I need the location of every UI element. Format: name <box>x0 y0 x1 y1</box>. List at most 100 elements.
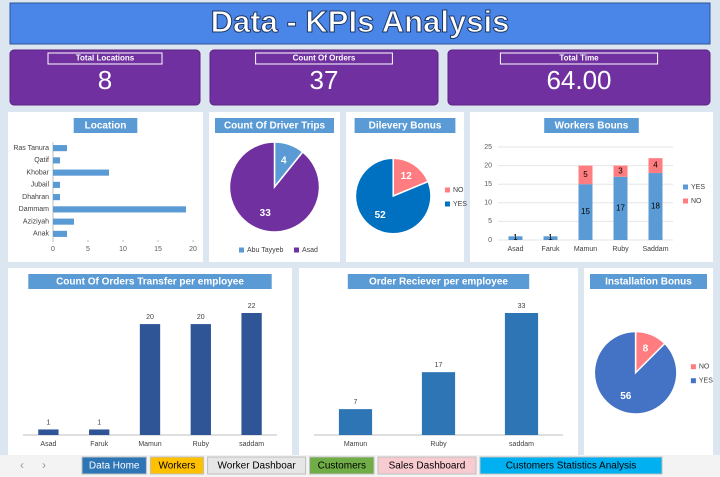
chart-title: Location <box>85 121 127 132</box>
y-tick-label: Aziziyah <box>23 218 49 225</box>
chart-title: Count Of Orders Transfer per employee <box>56 277 244 288</box>
bar-segment <box>578 165 593 185</box>
chart-title: Installation Bonus <box>605 277 692 288</box>
bar-segment <box>508 236 523 240</box>
x-tick-label: Asad <box>508 246 524 253</box>
legend-label: YES <box>691 184 705 191</box>
sheet-tab-label[interactable]: Worker Dashboar <box>218 461 297 472</box>
x-tick-label: Ruby <box>612 246 629 253</box>
bar-segment <box>613 165 628 177</box>
legend-label: Asad <box>302 247 318 254</box>
legend-swatch <box>294 247 299 253</box>
legend-label: NO <box>699 364 710 371</box>
chart-title-box <box>28 274 272 289</box>
legend-swatch <box>444 187 450 193</box>
sheet-tab-label[interactable]: Sales Dashboard <box>389 461 466 472</box>
chart-title-box <box>544 118 639 133</box>
x-tick-label: 15 <box>154 246 162 253</box>
chart-panel <box>8 112 203 262</box>
bar <box>241 313 262 435</box>
tab-next[interactable]: › <box>42 458 46 472</box>
legend-label: NO <box>691 198 702 205</box>
sheet-tab[interactable] <box>149 456 205 475</box>
y-tick-label: 20 <box>484 162 492 169</box>
bar <box>53 206 186 213</box>
header-banner <box>9 2 711 45</box>
sheet-tab[interactable] <box>309 456 375 475</box>
pie-label: 52 <box>375 210 387 221</box>
chart-title-box <box>215 118 334 133</box>
header-title: Data - KPIs Analysis <box>211 4 510 39</box>
bar-label: 1 <box>97 419 101 426</box>
y-tick-label: 15 <box>484 181 492 188</box>
sheet-tab[interactable] <box>479 456 663 475</box>
y-tick-label: 25 <box>484 144 492 151</box>
x-tick-label: Ruby <box>430 441 447 448</box>
bar-label: 17 <box>616 203 625 212</box>
x-tick-label: Faruk <box>90 441 108 448</box>
chart-title: Workers Bouns <box>555 121 629 132</box>
bar-label: 20 <box>146 314 154 321</box>
bar <box>53 169 109 176</box>
y-tick-label: Ras Tanura <box>13 145 49 152</box>
chart-title: Count Of Driver Trips <box>224 121 326 132</box>
pie-label: 56 <box>620 391 632 402</box>
x-tick-label: Mamun <box>574 246 597 253</box>
kpi-label-box <box>499 52 659 65</box>
legend-label: YES <box>699 378 713 385</box>
chart-title-box <box>590 274 707 289</box>
x-tick-label: 0 <box>51 246 55 253</box>
bar <box>53 218 74 225</box>
tab-prev[interactable]: ‹ <box>20 458 24 472</box>
pie-slice <box>593 330 678 415</box>
bar <box>53 194 60 201</box>
legend-label: YES <box>453 201 467 208</box>
bar <box>53 145 67 152</box>
y-tick-label: Jubail <box>31 182 50 189</box>
bar <box>504 313 539 435</box>
pie-slice <box>228 141 321 233</box>
x-tick-label: Asad <box>40 441 56 448</box>
pie-slice <box>392 157 430 198</box>
chart-title-box <box>347 274 530 289</box>
pie-label: 8 <box>643 344 649 355</box>
sheet-tab-label[interactable]: Customers <box>318 461 366 472</box>
y-tick-label: 5 <box>488 218 492 225</box>
bar-label: 3 <box>618 166 623 175</box>
sheet-tab-label[interactable]: Workers <box>158 461 195 472</box>
bar <box>53 157 60 164</box>
bar <box>190 324 211 435</box>
sheet-tab-label[interactable]: Customers Statistics Analysis <box>506 461 637 472</box>
y-tick-label: 10 <box>484 200 492 207</box>
legend-swatch <box>690 364 696 370</box>
legend-swatch <box>239 247 244 253</box>
bar-segment <box>543 236 558 240</box>
bar-label: 20 <box>197 314 205 321</box>
bar-label: 7 <box>354 399 358 406</box>
bar-label: 17 <box>435 362 443 369</box>
sheet-tab[interactable] <box>377 456 477 475</box>
legend-label: NO <box>453 187 464 194</box>
legend-swatch <box>683 198 688 204</box>
bar <box>421 372 456 435</box>
legend-swatch <box>690 378 696 384</box>
bar-label: 22 <box>248 303 256 310</box>
bar-label: 1 <box>548 233 553 242</box>
kpi-label-box <box>47 52 163 65</box>
x-tick-label: Ruby <box>193 441 210 448</box>
x-tick-label: Mamun <box>138 441 161 448</box>
kpi-label: Total Locations <box>76 54 135 63</box>
sheet-tab[interactable] <box>81 456 147 475</box>
chart-title: Order Reciever per employee <box>369 277 508 288</box>
kpi-label: Count Of Orders <box>293 54 356 63</box>
bar <box>139 324 161 435</box>
sheet-tab-label[interactable]: Data Home <box>89 461 140 472</box>
sheet-tab[interactable] <box>207 456 307 475</box>
pie-slice <box>354 157 432 235</box>
bar-label: 4 <box>653 161 658 170</box>
bar-segment <box>613 176 628 240</box>
legend-label: Abu Tayyeb <box>247 247 284 254</box>
bar-label: 18 <box>651 202 660 211</box>
x-tick-label: 10 <box>119 246 127 253</box>
